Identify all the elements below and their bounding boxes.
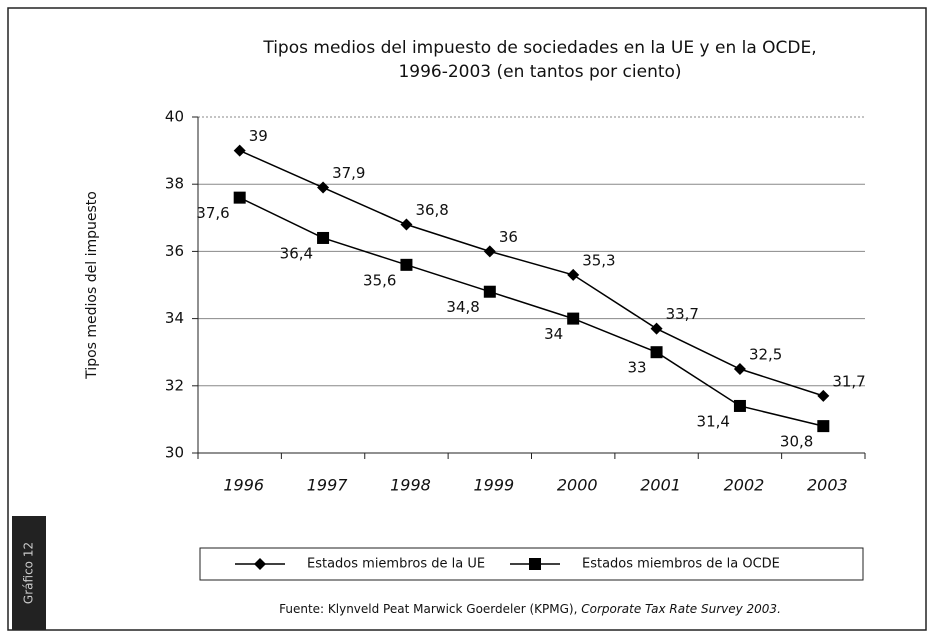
frame [7, 7, 927, 631]
marker [817, 420, 830, 433]
data-label: 36,8 [415, 201, 448, 219]
x-tick-label: 2003 [807, 476, 848, 495]
chart-title: Tipos medios del impuesto de sociedades … [262, 38, 816, 58]
marker [733, 363, 746, 375]
side-label-box [12, 516, 46, 630]
x-tick-label: 1999 [473, 476, 514, 495]
data-label: 31,4 [697, 412, 730, 430]
legend-box [199, 547, 864, 581]
marker [650, 346, 663, 359]
marker [254, 558, 266, 570]
x-tick-label: 2001 [640, 476, 681, 495]
x-tick-label: 1996 [223, 476, 264, 495]
y-tick-label: 38 [165, 175, 184, 193]
y-tick-label: 34 [165, 309, 184, 327]
series-line [239, 196, 824, 427]
data-label: 35,6 [363, 271, 396, 289]
marker [483, 245, 496, 258]
marker [483, 285, 496, 298]
marker [233, 144, 246, 157]
data-label: 35,3 [582, 251, 615, 269]
marker [400, 218, 413, 231]
data-label: 30,8 [780, 433, 813, 451]
marker [317, 231, 330, 244]
data-label: 37,6 [196, 204, 229, 222]
data-label: 33,7 [666, 305, 699, 323]
x-tick-label: 1998 [390, 476, 431, 495]
data-label: 39 [249, 127, 268, 145]
marker [567, 268, 580, 281]
side-label: Gráfico 12 [22, 542, 36, 604]
y-tick-label: 30 [165, 444, 184, 462]
data-label: 32,5 [749, 346, 782, 364]
marker [650, 322, 663, 335]
source-text: Fuente: Klynveld Peat Marwick Goerdeler … [279, 602, 581, 616]
marker [233, 191, 246, 204]
data-label: 31,7 [832, 372, 865, 390]
data-label: 33 [627, 359, 646, 377]
marker [567, 312, 580, 325]
marker [733, 399, 746, 412]
marker [400, 258, 413, 271]
chart-subtitle: 1996-2003 (en tantos por ciento) [398, 62, 681, 82]
x-tick-label: 2002 [724, 476, 765, 495]
y-tick-label: 32 [165, 376, 184, 394]
data-label: 37,9 [332, 164, 365, 182]
data-label: 36,4 [280, 244, 313, 262]
y-tick-label: 40 [165, 108, 184, 126]
data-label: 34,8 [446, 298, 479, 316]
x-tick-label: 2000 [557, 476, 598, 495]
y-axis-label: Tipos medios del impuesto [84, 191, 100, 380]
data-label: 34 [544, 325, 563, 343]
marker [317, 181, 330, 194]
legend-label: Estados miembros de la UE [307, 557, 485, 572]
marker [529, 558, 541, 570]
y-tick-label: 36 [165, 242, 184, 260]
series-line [239, 149, 824, 397]
legend-label: Estados miembros de la OCDE [582, 557, 780, 572]
x-tick-label: 1997 [307, 476, 349, 495]
source: Fuente: Klynveld Peat Marwick Goerdeler … [279, 602, 781, 616]
marker [817, 389, 830, 402]
data-label: 36 [499, 228, 518, 246]
source-title: Corporate Tax Rate Survey 2003. [581, 602, 781, 616]
